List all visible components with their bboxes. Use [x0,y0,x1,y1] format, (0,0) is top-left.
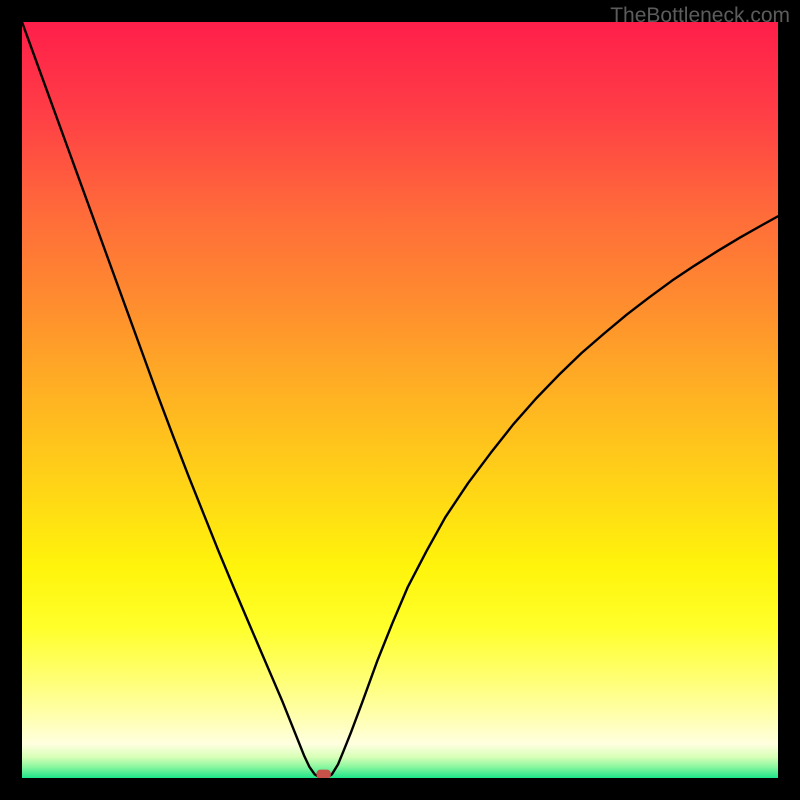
watermark-text: TheBottleneck.com [610,4,790,28]
optimum-marker [316,770,330,778]
chart-container: TheBottleneck.com [0,0,800,800]
bottleneck-curve [22,22,778,778]
curve-layer [22,22,778,778]
plot-area [22,22,778,778]
